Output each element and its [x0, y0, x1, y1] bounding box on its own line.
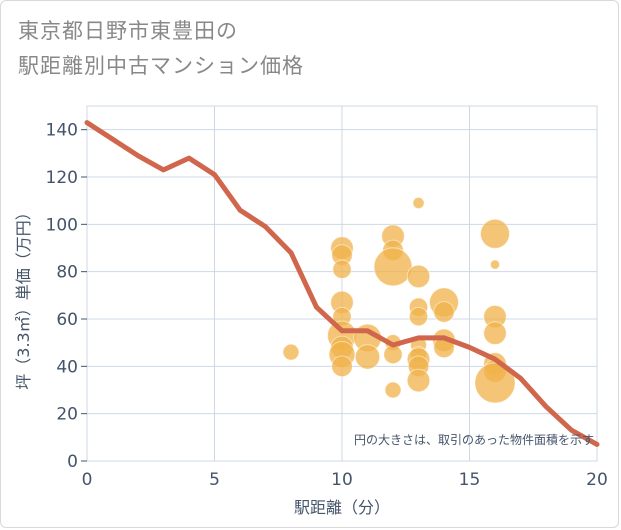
y-tick-label: 0: [67, 452, 78, 472]
data-bubble: [406, 368, 431, 393]
data-bubble: [483, 321, 507, 346]
data-bubble: [480, 218, 510, 249]
y-axis-label: 坪（3.3㎡）単価（万円）: [14, 204, 33, 389]
x-tick-label: 15: [459, 470, 481, 490]
y-tick-label: 140: [46, 121, 78, 141]
y-tick-label: 60: [56, 310, 78, 330]
data-bubble: [489, 259, 501, 270]
y-tick-label: 100: [46, 215, 78, 235]
tick-layer: 0 5 10 15 20 0 20 40 60 80 100 120 140: [46, 121, 608, 490]
line-layer: [84, 120, 600, 447]
chart-title: 東京都日野市東豊田の 駅距離別中古マンション価格: [18, 14, 578, 84]
y-tick-label: 80: [56, 263, 78, 283]
data-bubble: [412, 196, 425, 210]
grid-layer: [86, 105, 598, 462]
data-bubble: [383, 344, 403, 365]
x-tick-label: 0: [82, 470, 93, 490]
y-tick-label: 40: [56, 357, 78, 377]
average-price-line: [84, 120, 600, 447]
data-bubble: [282, 343, 300, 361]
data-bubble: [433, 301, 455, 323]
data-bubble: [354, 344, 381, 370]
x-tick-label: 5: [209, 470, 220, 490]
chart-title-line-1: 東京都日野市東豊田の: [18, 19, 238, 43]
x-axis-label: 駅距離（分）: [294, 498, 390, 517]
data-bubble: [332, 259, 352, 279]
data-bubble: [384, 381, 402, 399]
data-bubble: [373, 247, 413, 287]
x-tick-label: 10: [331, 470, 353, 490]
data-bubble: [474, 362, 516, 404]
y-tick-label: 20: [56, 405, 78, 425]
x-tick-label: 20: [586, 470, 608, 490]
chart-title-line-2: 駅距離別中古マンション価格: [18, 54, 304, 78]
size-annotation: 円の大きさは、取引のあった物件面積を示す: [354, 432, 594, 447]
bubble-layer: [282, 196, 516, 404]
data-bubble: [408, 306, 429, 327]
data-bubble: [406, 264, 431, 289]
y-tick-label: 120: [46, 168, 78, 188]
data-bubble: [331, 355, 353, 378]
